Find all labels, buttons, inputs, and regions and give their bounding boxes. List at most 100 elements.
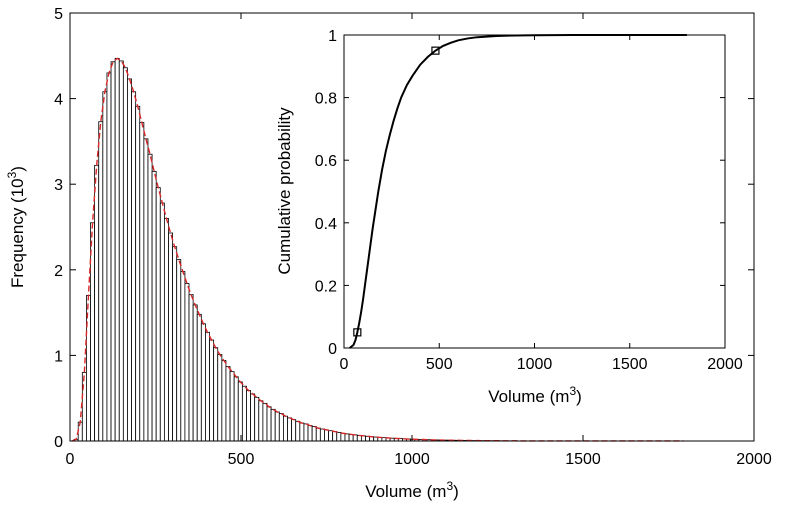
histogram-bar <box>106 72 112 442</box>
inset-x-axis-label: Volume (m3) <box>488 384 582 406</box>
y-tick-label: 0.2 <box>315 278 337 295</box>
histogram-bar <box>200 323 206 442</box>
histogram-bar <box>291 419 297 442</box>
histogram-bar <box>287 417 293 442</box>
y-tick-label: 0.8 <box>315 91 337 108</box>
histogram-bar <box>270 408 276 442</box>
histogram-bar <box>336 432 342 442</box>
histogram-bar <box>352 434 358 442</box>
histogram-bar <box>122 67 128 442</box>
x-tick-label: 1000 <box>394 451 430 468</box>
y-tick-label: 1 <box>328 28 337 45</box>
histogram-bar <box>315 427 321 442</box>
x-tick-label: 0 <box>66 451 75 468</box>
cdf-marker <box>353 328 362 337</box>
histogram-bar <box>266 406 272 442</box>
histogram-bar <box>147 153 153 442</box>
x-tick-label: 2000 <box>736 451 772 468</box>
cdf-markers <box>353 46 440 337</box>
histogram-bar <box>381 437 387 442</box>
y-tick-label: 3 <box>54 177 63 194</box>
histogram-bar <box>213 347 219 442</box>
histogram-x-axis-label: Volume (m3) <box>365 479 459 501</box>
fit-curve <box>71 57 684 442</box>
histogram-bar <box>262 402 268 442</box>
y-tick-label: 0.4 <box>315 216 337 233</box>
histogram-bar <box>151 170 157 442</box>
inset-y-axis-label: Cumulative probability <box>275 107 294 275</box>
histogram-bar <box>274 411 280 442</box>
histogram-y-ticks: 0 1 2 3 4 5 <box>54 6 754 451</box>
histogram-bar <box>307 425 313 442</box>
histogram-bar <box>168 232 173 442</box>
histogram-bar <box>217 354 223 442</box>
y-tick-label: 0 <box>54 434 63 451</box>
x-tick-label: 500 <box>228 451 255 468</box>
histogram-bar <box>94 164 100 442</box>
y-tick-label: 5 <box>54 6 63 23</box>
histogram-bar <box>98 121 104 442</box>
histogram-bar <box>237 381 243 442</box>
histogram-bar <box>340 432 346 442</box>
histogram-bar <box>209 339 215 442</box>
histogram-bar <box>303 423 309 442</box>
histogram-bar <box>254 396 260 442</box>
inset-y-ticks: 0 0.2 0.4 0.6 0.8 1 <box>315 28 725 358</box>
histogram-bar <box>110 61 116 442</box>
histogram-bar <box>283 415 288 442</box>
histogram-bar <box>188 294 194 442</box>
histogram-bar <box>184 283 190 442</box>
histogram-bar <box>192 304 198 442</box>
histogram-bar <box>118 60 124 442</box>
histogram-bar <box>241 385 247 442</box>
histogram-bar <box>348 434 354 442</box>
histogram-bar <box>180 271 186 442</box>
histogram-bar <box>221 360 227 442</box>
histogram-bar <box>278 413 284 442</box>
x-tick-label: 1500 <box>565 451 601 468</box>
histogram-bar <box>114 57 120 442</box>
histogram-x-ticks: 0 500 1000 1500 2000 <box>66 13 772 468</box>
histogram-bar <box>131 91 137 442</box>
cdf-curve <box>349 34 687 349</box>
histogram-bar <box>159 202 165 442</box>
cdf-inset-chart: 0 500 1000 1500 2000 0 0.2 0.4 0.6 0.8 1 Volume (… <box>275 28 743 406</box>
histogram-bar <box>143 138 149 442</box>
y-tick-label: 2 <box>54 263 63 280</box>
histogram-bar <box>139 122 145 442</box>
histogram-bar <box>229 371 235 442</box>
histogram-bar <box>176 259 182 442</box>
histogram-bar <box>328 430 334 442</box>
histogram-bar <box>196 313 202 442</box>
histogram-bar <box>319 428 325 442</box>
x-tick-label: 1000 <box>517 356 553 373</box>
y-tick-label: 4 <box>54 92 63 109</box>
histogram-bar <box>324 429 329 442</box>
histogram-bar <box>205 331 210 442</box>
y-tick-label: 1 <box>54 348 63 365</box>
y-tick-label: 0 <box>328 341 337 358</box>
histogram-bar <box>299 422 305 442</box>
histogram-bar <box>295 420 301 442</box>
histogram-bar <box>81 372 87 442</box>
histogram-bar <box>135 105 141 442</box>
histogram-bar <box>225 366 231 442</box>
histogram-bar <box>360 435 366 442</box>
histogram-bar <box>102 91 108 442</box>
histogram-bar <box>311 426 317 442</box>
inset-background <box>344 35 725 348</box>
histogram-bar <box>127 78 132 442</box>
y-tick-label: 0.6 <box>315 153 337 170</box>
histogram-bar <box>258 400 264 442</box>
histogram-bar <box>246 390 251 442</box>
x-tick-label: 1500 <box>612 356 648 373</box>
histogram-bar <box>155 187 161 442</box>
cdf-marker <box>431 46 440 55</box>
histogram-bar <box>233 376 239 442</box>
x-tick-label: 2000 <box>707 356 743 373</box>
inset-x-ticks: 0 500 1000 1500 2000 <box>340 35 743 373</box>
x-tick-label: 0 <box>340 356 349 373</box>
histogram-bar <box>250 393 256 442</box>
